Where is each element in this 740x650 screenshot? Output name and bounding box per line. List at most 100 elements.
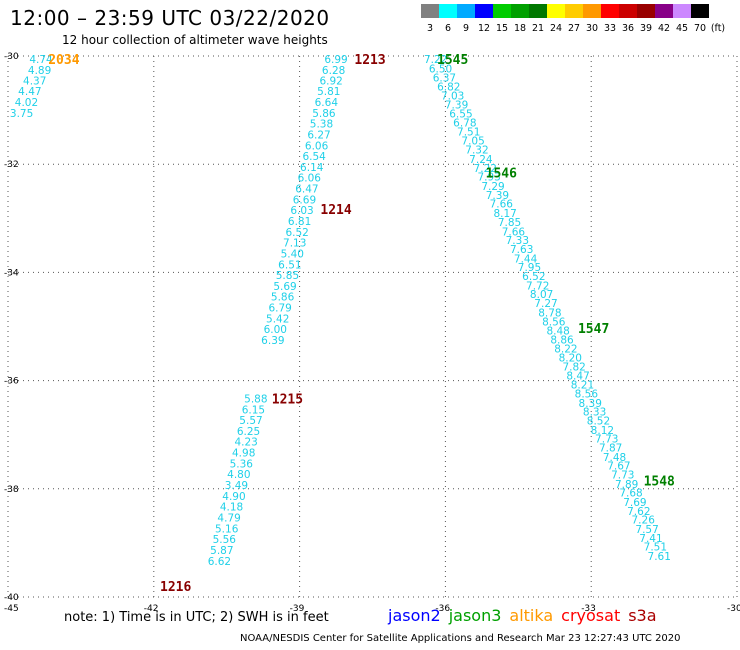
legend-label: 27 xyxy=(567,23,581,34)
legend-label: 30 xyxy=(585,23,599,34)
wave-height-value: 4.02 xyxy=(15,97,38,109)
wave-height-value: 7.39 xyxy=(445,100,468,112)
wave-height-value: 7.22 xyxy=(424,54,447,66)
wave-height-value: 8.12 xyxy=(591,425,614,437)
wave-height-value: 6.92 xyxy=(319,75,342,87)
wave-height-value: 6.15 xyxy=(242,404,265,416)
legend-swatch xyxy=(601,4,619,18)
wave-height-value: 5.16 xyxy=(215,523,239,535)
lon-tick-label: -39 xyxy=(290,604,305,614)
wave-height-value: 7.39 xyxy=(486,190,509,202)
wave-height-value: 7.72 xyxy=(526,280,549,292)
credit-line: NOAA/NESDIS Center for Satellite Applica… xyxy=(240,633,681,644)
wave-height-value: 6.82 xyxy=(437,81,460,93)
legend-label: 12 xyxy=(477,23,491,34)
wave-height-value: 7.32 xyxy=(465,145,488,157)
wave-height-value: 7.03 xyxy=(441,90,464,102)
wave-height-value: 7.33 xyxy=(506,235,529,247)
wave-height-value: 7.26 xyxy=(632,515,656,527)
lon-tick-label: -42 xyxy=(144,604,159,614)
wave-height-value: 6.52 xyxy=(522,271,545,283)
satellite-name: altika xyxy=(509,606,554,625)
wave-height-value: 6.39 xyxy=(261,335,284,347)
legend-label: 70 xyxy=(693,23,707,34)
wave-height-value: 8.86 xyxy=(550,334,574,346)
wave-height-value: 6.54 xyxy=(302,151,326,163)
wave-height-value: 6.06 xyxy=(298,173,322,185)
lat-tick-label: -34 xyxy=(4,268,19,278)
wave-height-value: 8.56 xyxy=(575,389,599,401)
wave-height-value: 6.14 xyxy=(300,162,324,174)
legend-label: 33 xyxy=(603,23,617,34)
wave-height-value: 8.21 xyxy=(571,379,594,391)
lat-tick-label: -36 xyxy=(4,377,19,387)
legend-label: 36 xyxy=(621,23,635,34)
wave-height-value: 7.63 xyxy=(510,244,533,256)
pass-time-label: 1213 xyxy=(354,53,385,68)
wave-height-value: 7.24 xyxy=(469,154,493,166)
wave-height-value: 6.69 xyxy=(293,194,316,206)
legend-swatch xyxy=(673,4,691,18)
wave-height-value: 6.52 xyxy=(285,227,308,239)
wave-height-value: 7.51 xyxy=(457,127,480,139)
pass-time-label: 1545 xyxy=(437,53,468,68)
wave-height-value: 7.41 xyxy=(639,533,662,545)
wave-height-value: 4.80 xyxy=(227,469,250,481)
wave-height-value: 8.22 xyxy=(554,344,577,356)
wave-height-value: 7.69 xyxy=(623,497,646,509)
wave-height-value: 7.61 xyxy=(648,551,671,563)
satellite-name: jason2 xyxy=(388,606,441,625)
page-title: 12:00 – 23:59 UTC 03/22/2020 xyxy=(10,6,330,30)
wave-height-value: 8.48 xyxy=(546,325,569,337)
legend-swatch xyxy=(511,4,529,18)
wave-height-value: 6.00 xyxy=(264,324,287,336)
wave-height-value: 4.18 xyxy=(220,502,243,514)
wave-height-value: 4.37 xyxy=(23,75,46,87)
legend-label: 42 xyxy=(657,23,671,34)
legend-swatch xyxy=(529,4,547,18)
wave-height-value: 6.50 xyxy=(429,63,452,75)
wave-height-value: 7.48 xyxy=(603,452,626,464)
wave-height-value: 6.78 xyxy=(453,118,476,130)
wave-height-value: 8.07 xyxy=(530,289,553,301)
wave-height-value: 7.95 xyxy=(518,262,541,274)
wave-height-value: 7.27 xyxy=(534,298,557,310)
wave-height-value: 5.56 xyxy=(213,534,237,546)
wave-height-value: 7.22 xyxy=(474,163,497,175)
legend-swatch xyxy=(547,4,565,18)
wave-height-value: 6.79 xyxy=(268,303,291,315)
wave-height-value: 7.62 xyxy=(627,506,650,518)
wave-height-value: 8.52 xyxy=(587,416,610,428)
wave-height-value: 6.27 xyxy=(307,129,330,141)
pass-time-label: 1214 xyxy=(320,203,351,218)
legend-label: 21 xyxy=(531,23,545,34)
satellite-name: s3a xyxy=(628,606,657,625)
wave-height-value: 5.69 xyxy=(273,281,296,293)
wave-height-value: 6.64 xyxy=(315,97,339,109)
wave-height-value: 7.51 xyxy=(644,542,667,554)
satellite-name: jason3 xyxy=(448,606,502,625)
wave-height-value: 7.66 xyxy=(490,199,514,211)
wave-height-value: 4.90 xyxy=(222,491,245,503)
wave-height-value: 4.74 xyxy=(29,54,53,66)
wave-height-value: 7.93 xyxy=(477,172,500,184)
wave-height-value: 5.86 xyxy=(312,108,336,120)
wave-height-value: 8.17 xyxy=(493,208,516,220)
pass-time-label: 1546 xyxy=(486,166,517,181)
wave-height-value: 7.44 xyxy=(514,253,538,265)
wave-height-value: 6.51 xyxy=(278,259,301,271)
wave-height-value: 7.82 xyxy=(562,362,585,374)
lon-tick-label: -45 xyxy=(4,604,19,614)
wave-height-value: 8.78 xyxy=(538,307,561,319)
wave-height-value: 5.85 xyxy=(276,270,299,282)
wave-height-value: 6.03 xyxy=(290,205,313,217)
wave-height-value: 8.33 xyxy=(583,406,606,418)
wave-height-value: 6.06 xyxy=(305,140,329,152)
wave-height-value: 7.73 xyxy=(611,470,634,482)
legend-swatch xyxy=(619,4,637,18)
wave-height-value: 7.67 xyxy=(607,461,630,473)
legend-swatch xyxy=(475,4,493,18)
legend-swatch xyxy=(421,4,439,18)
page-subtitle: 12 hour collection of altimeter wave hei… xyxy=(62,33,328,47)
lat-tick-label: -32 xyxy=(4,160,19,170)
